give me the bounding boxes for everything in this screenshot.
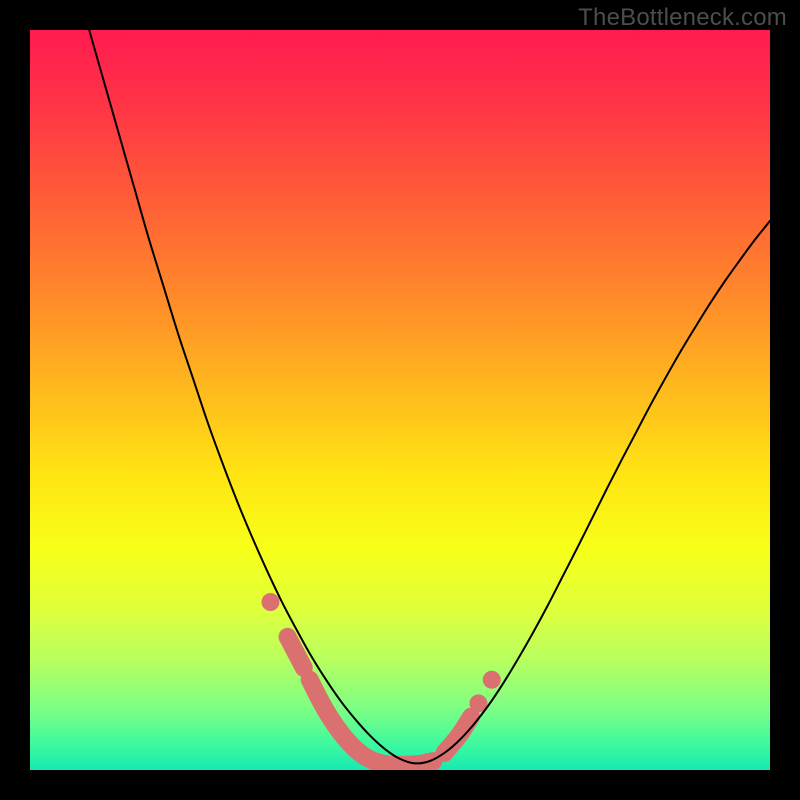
chart-canvas: TheBottleneck.com [0,0,800,800]
right-dots-dot [483,671,501,689]
markers-group [262,593,501,765]
main-v-curve [89,30,770,763]
left-descent-bar [310,680,434,765]
chart-svg-layer [30,30,770,770]
right-ascent-bar [444,717,471,753]
left-short-bar [288,637,304,668]
watermark-text: TheBottleneck.com [578,4,787,32]
left-dot-outlier-dot [262,593,280,611]
plot-area [30,30,770,770]
